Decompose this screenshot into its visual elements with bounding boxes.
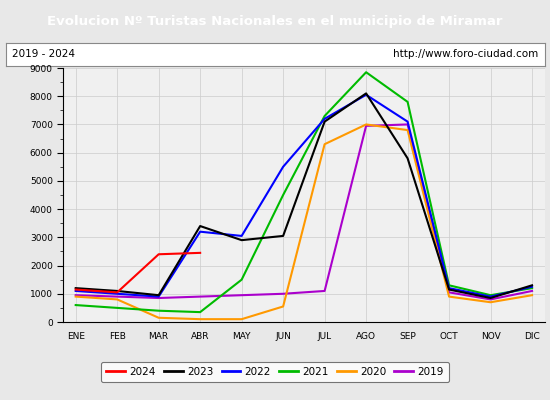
Text: Evolucion Nº Turistas Nacionales en el municipio de Miramar: Evolucion Nº Turistas Nacionales en el m… [47, 14, 503, 28]
Text: 2019 - 2024: 2019 - 2024 [12, 49, 75, 59]
Text: http://www.foro-ciudad.com: http://www.foro-ciudad.com [393, 49, 538, 59]
Legend: 2024, 2023, 2022, 2021, 2020, 2019: 2024, 2023, 2022, 2021, 2020, 2019 [101, 362, 449, 382]
